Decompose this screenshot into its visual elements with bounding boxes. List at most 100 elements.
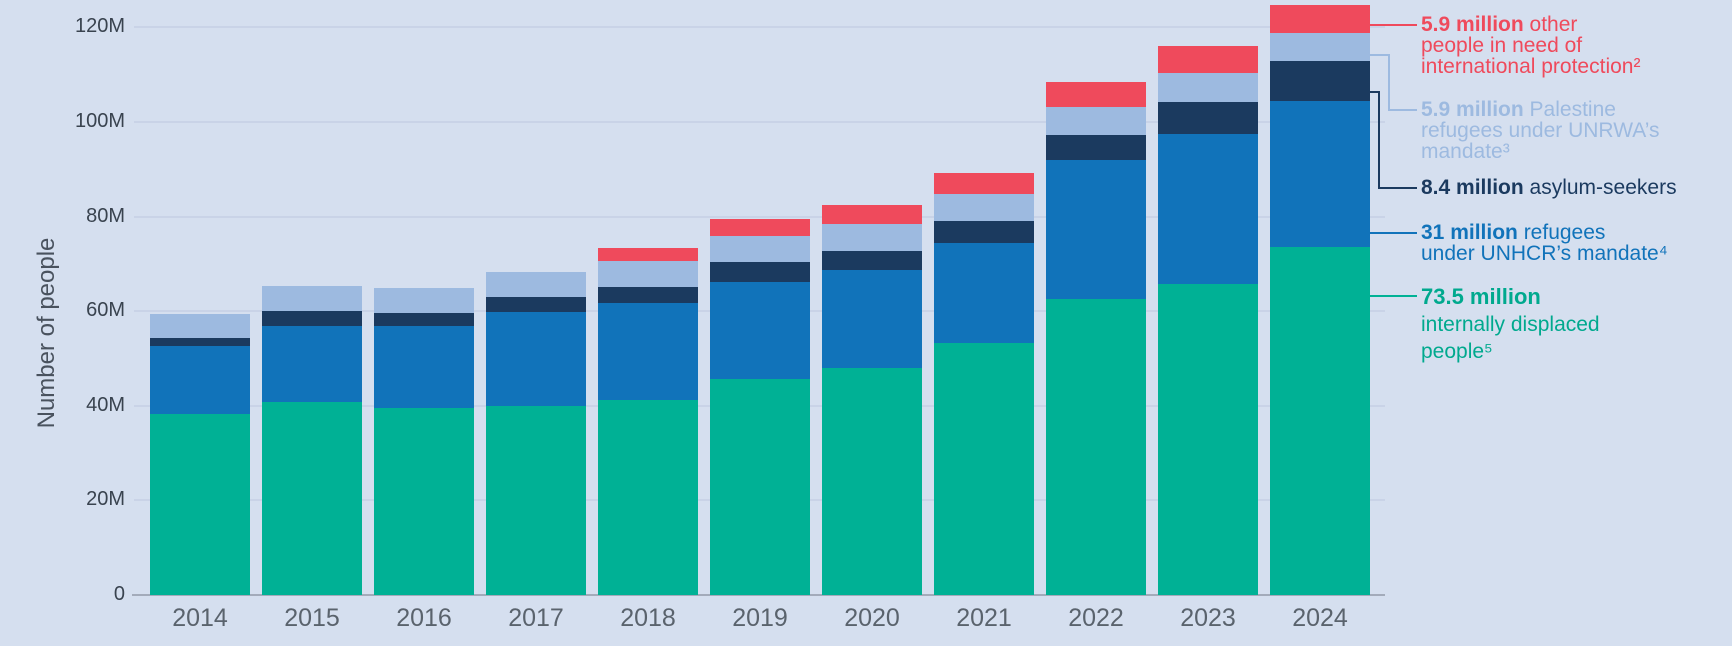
bar-segment-2014-asylum [150, 337, 250, 347]
bar-2015 [262, 286, 362, 595]
bar-segment-2018-idps [598, 399, 698, 595]
bar-2017 [486, 271, 586, 595]
legend-item-idps: 73.5 million internally displaced people⁵ [1421, 283, 1726, 365]
x-tick-2017: 2017 [508, 604, 564, 632]
bar-segment-2018-other [598, 248, 698, 261]
x-tick-2016: 2016 [396, 604, 452, 632]
bar-segment-2017-unhcr [486, 311, 586, 406]
legend-text: asylum-seekers [1523, 176, 1677, 199]
bar-segment-2018-unhcr [598, 303, 698, 400]
legend-item-unhcr: 31 million refugees under UNHCR’s mandate… [1421, 222, 1726, 264]
legend-text: Palestine [1523, 98, 1616, 121]
x-tick-2020: 2020 [844, 604, 900, 632]
legend-text: refugees [1517, 221, 1606, 244]
bar-segment-2015-idps [262, 402, 362, 595]
bar-segment-2017-idps [486, 405, 586, 595]
legend-text: under UNHCR’s mandate⁴ [1421, 242, 1668, 265]
legend-value: 73.5 million [1421, 284, 1541, 309]
legend-idps-line-2: internally displaced [1421, 311, 1726, 338]
bar-segment-2024-unhcr [1270, 100, 1370, 248]
legend-value: 5.9 million [1421, 13, 1524, 36]
bar-2021 [934, 172, 1034, 595]
bar-segment-2019-other [710, 218, 810, 236]
bar-segment-2021-asylum [934, 220, 1034, 243]
legend-unhcr-line-2: under UNHCR’s mandate⁴ [1421, 243, 1726, 264]
legend-value: 8.4 million [1421, 176, 1524, 199]
legend-text: people in need of [1421, 34, 1583, 57]
x-tick-2021: 2021 [956, 604, 1012, 632]
bar-segment-2020-unhcr [822, 270, 922, 368]
legend-text: internally displaced [1421, 313, 1600, 336]
bar-segment-2022-other [1046, 82, 1146, 107]
bar-segment-2019-idps [710, 378, 810, 595]
bar-segment-2017-unrwa [486, 271, 586, 298]
legend-item-asylum: 8.4 million asylum-seekers [1421, 177, 1726, 198]
bar-segment-2021-idps [934, 343, 1034, 595]
bar-2014 [150, 313, 250, 595]
bar-segment-2014-unrwa [150, 313, 250, 338]
y-tick-100M: 100M [74, 110, 125, 132]
gridline-100m [134, 121, 1385, 123]
legend-idps-line-3: people⁵ [1421, 338, 1726, 365]
bar-segment-2014-unhcr [150, 346, 250, 415]
bar-segment-2018-unrwa [598, 260, 698, 287]
legend-other-line-2: people in need of [1421, 35, 1726, 56]
x-axis-line [132, 594, 1385, 596]
bar-segment-2024-idps [1270, 247, 1370, 595]
bar-2018 [598, 248, 698, 595]
bar-segment-2020-unrwa [822, 223, 922, 251]
x-tick-2024: 2024 [1292, 604, 1348, 632]
bar-segment-2019-unhcr [710, 282, 810, 379]
legend-unrwa-line-2: refugees under UNRWA’s [1421, 120, 1726, 141]
bar-segment-2022-unrwa [1046, 106, 1146, 135]
gridline-120m [134, 26, 1385, 29]
connector-unrwa [1370, 54, 1417, 111]
bar-segment-2022-idps [1046, 299, 1146, 595]
legend-text: mandate³ [1421, 140, 1510, 163]
y-tick-60M: 60M [86, 299, 125, 322]
bar-segment-2023-asylum [1158, 101, 1258, 135]
legend-value: 31 million [1421, 221, 1518, 244]
bar-2016 [374, 288, 474, 595]
legend-other-line-3: international protection² [1421, 56, 1726, 77]
y-tick-40M: 40M [86, 393, 125, 416]
bar-segment-2024-unrwa [1270, 33, 1370, 62]
bar-segment-2016-idps [374, 407, 474, 595]
bar-segment-2023-unrwa [1158, 73, 1258, 102]
bar-segment-2023-unhcr [1158, 134, 1258, 284]
bar-segment-2021-unrwa [934, 193, 1034, 221]
connector-asylum [1370, 91, 1417, 189]
bar-segment-2023-idps [1158, 283, 1258, 595]
legend-unhcr-line-1: 31 million refugees [1421, 222, 1726, 243]
bar-segment-2023-other [1158, 45, 1258, 74]
bar-segment-2024-other [1270, 5, 1370, 34]
bar-segment-2020-other [822, 205, 922, 224]
x-tick-2022: 2022 [1068, 604, 1124, 632]
legend-text: refugees under UNRWA’s [1421, 119, 1660, 142]
legend-unrwa-line-1: 5.9 million Palestine [1421, 99, 1726, 120]
y-tick-80M: 80M [86, 204, 125, 227]
bar-2024 [1270, 5, 1370, 595]
x-tick-2014: 2014 [172, 604, 228, 632]
bar-segment-2020-idps [822, 368, 922, 595]
bar-segment-2024-asylum [1270, 61, 1370, 101]
bar-2023 [1158, 45, 1258, 595]
bar-segment-2015-unrwa [262, 286, 362, 311]
bar-segment-2021-other [934, 172, 1034, 194]
y-axis-label: Number of people [33, 237, 60, 429]
bar-segment-2015-asylum [262, 310, 362, 326]
x-tick-2015: 2015 [284, 604, 340, 632]
legend-idps-line-1: 73.5 million [1421, 283, 1726, 311]
bar-segment-2019-asylum [710, 262, 810, 283]
bar-2022 [1046, 82, 1146, 595]
x-tick-2023: 2023 [1180, 604, 1236, 632]
x-tick-2019: 2019 [732, 604, 788, 632]
legend-item-unrwa: 5.9 million Palestine refugees under UNRW… [1421, 99, 1726, 162]
bar-segment-2020-asylum [822, 250, 922, 271]
bar-segment-2019-unrwa [710, 235, 810, 263]
bar-segment-2022-asylum [1046, 134, 1146, 161]
bar-segment-2016-asylum [374, 313, 474, 327]
legend-asylum-line-1: 8.4 million asylum-seekers [1421, 177, 1726, 198]
legend-text: other [1523, 13, 1578, 36]
